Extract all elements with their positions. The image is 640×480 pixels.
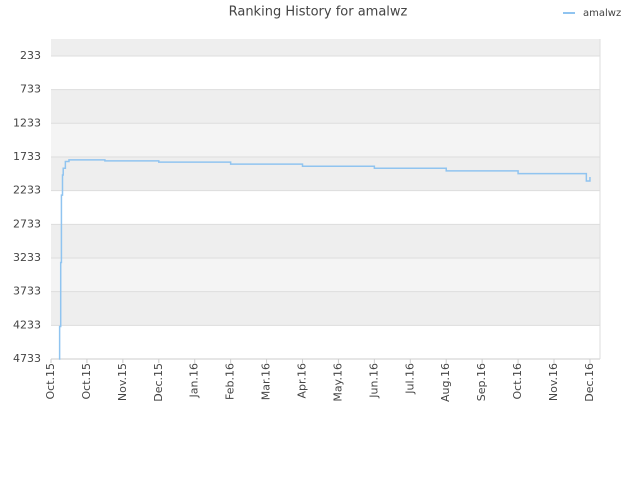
plot-band bbox=[51, 156, 600, 191]
y-tick-label: 233 bbox=[20, 49, 41, 62]
x-tick-label: Jun.16 bbox=[367, 363, 380, 399]
plot-band bbox=[51, 89, 600, 124]
y-tick-label: 2233 bbox=[13, 184, 41, 197]
x-tick-label: May.16 bbox=[331, 363, 344, 402]
y-tick-label: 3733 bbox=[13, 285, 41, 298]
x-tick-label: Nov.16 bbox=[547, 363, 560, 401]
x-tick-label: Dec.16 bbox=[583, 363, 596, 402]
plot-band bbox=[51, 190, 600, 225]
y-tick-label: 3233 bbox=[13, 251, 41, 264]
x-tick-label: Feb.16 bbox=[224, 363, 237, 400]
line bbox=[58, 159, 591, 360]
x-tick-label: Jan.16 bbox=[188, 363, 201, 398]
x-tick-label: Nov.15 bbox=[116, 363, 129, 401]
x-tick-label: Sep.16 bbox=[475, 363, 488, 401]
chart-title: Ranking History for amalwz bbox=[229, 5, 408, 20]
plot-band bbox=[51, 55, 600, 90]
y-tick-label: 4733 bbox=[13, 352, 41, 365]
plot-band bbox=[51, 257, 600, 292]
plot-band bbox=[51, 325, 600, 359]
x-tick-label: Mar.16 bbox=[260, 363, 273, 400]
x-tick-label: Oct.16 bbox=[511, 363, 524, 400]
y-tick-label: 4233 bbox=[13, 318, 41, 331]
plot-band bbox=[51, 39, 600, 56]
y-tick-label: 1233 bbox=[13, 116, 41, 129]
x-tick-label: Jul.16 bbox=[403, 363, 416, 395]
y-tick-label: 1733 bbox=[13, 150, 41, 163]
plot-band bbox=[51, 224, 600, 258]
plot-band bbox=[51, 291, 600, 326]
y-tick-label: 2733 bbox=[13, 217, 41, 230]
x-tick-label: Aug.16 bbox=[439, 363, 452, 402]
y-tick-label: 733 bbox=[20, 83, 41, 96]
x-tick-label: Apr.16 bbox=[296, 363, 309, 399]
x-tick-label: Oct.15 bbox=[44, 363, 57, 400]
x-tick-label: Dec.15 bbox=[152, 363, 165, 402]
legend-label: amalwz bbox=[583, 8, 621, 19]
plot-band bbox=[51, 123, 600, 157]
x-tick-label: Oct.15 bbox=[80, 363, 93, 400]
